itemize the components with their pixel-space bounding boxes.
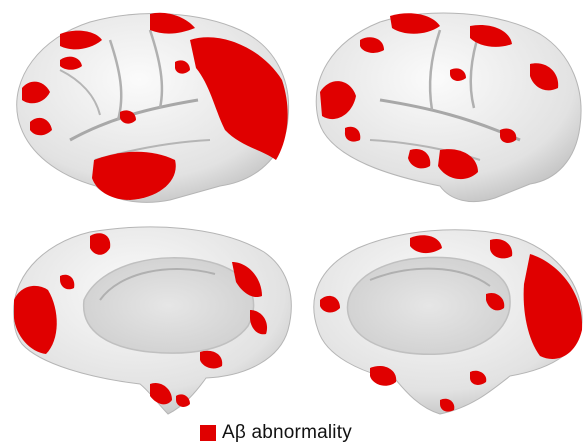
abnormality-patch [370, 365, 397, 386]
medial-wall [346, 256, 511, 355]
callosal-sulcus [369, 267, 491, 287]
sulcus-line [59, 69, 101, 116]
legend-swatch [200, 425, 216, 441]
abnormality-patch [30, 117, 52, 136]
cortex-surface [315, 12, 582, 203]
abnormality-patch [500, 128, 517, 143]
abnormality-patch [14, 285, 57, 354]
right-lateral-hemisphere [315, 12, 582, 203]
abnormality-patch [360, 37, 384, 53]
abnormality-patch [175, 60, 190, 74]
left-medial-hemisphere [13, 226, 292, 415]
abnormality-patch [92, 151, 176, 200]
legend: Aβ abnormality [200, 422, 352, 444]
abnormality-patch [408, 148, 431, 169]
abnormality-patch [470, 370, 487, 385]
abnormality-patch [150, 12, 195, 34]
abnormality-patch [190, 37, 288, 160]
abnormality-patch [410, 235, 442, 254]
abnormality-patch [60, 56, 82, 70]
abnormality-patch [470, 24, 512, 47]
abnormality-patch [22, 81, 50, 104]
abnormality-patch [390, 13, 440, 34]
medial-wall [82, 257, 255, 354]
abnormality-patch [232, 262, 262, 298]
right-medial-hemisphere [313, 229, 583, 415]
abnormality-patch [320, 295, 340, 313]
abnormality-patch [450, 68, 466, 81]
abnormality-patch [530, 63, 559, 91]
abnormality-patch [200, 350, 223, 369]
sulcus-line [428, 29, 442, 111]
callosal-sulcus [99, 268, 216, 301]
abnormality-patch [523, 254, 583, 359]
abnormality-patch [320, 81, 356, 120]
abnormality-patch [344, 126, 361, 142]
abnormality-patch [150, 382, 172, 405]
left-lateral-hemisphere [16, 12, 290, 203]
abnormality-patch [120, 110, 136, 124]
sulcus-line [148, 29, 164, 109]
abnormality-patch [440, 398, 455, 412]
abnormality-patch [90, 233, 111, 255]
abnormality-patch [486, 292, 505, 311]
legend-label: Aβ abnormality [222, 422, 352, 443]
abnormality-patch [176, 394, 190, 407]
abnormality-patch [60, 30, 102, 50]
abnormality-patch [250, 310, 268, 335]
sulcus-line [108, 39, 123, 121]
abnormality-patch [60, 274, 75, 290]
abnormality-patch [438, 149, 478, 180]
abnormality-patch [490, 238, 513, 259]
